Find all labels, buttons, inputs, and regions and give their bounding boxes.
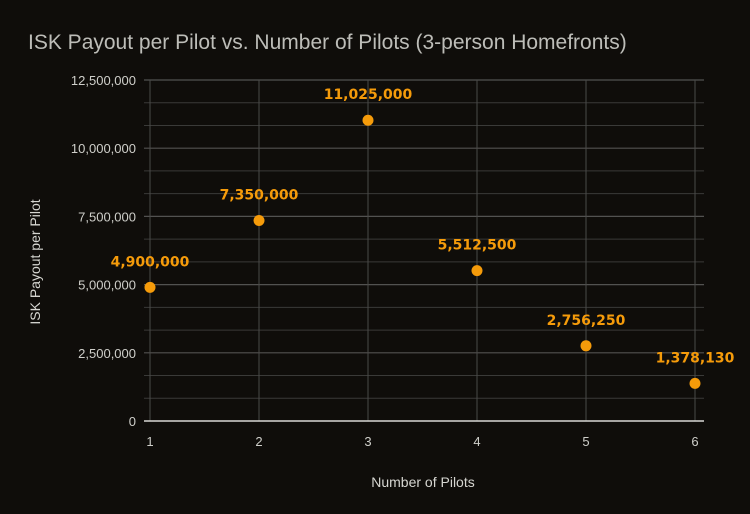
x-axis-ticks: 1 2 3 4 5 6 [146, 434, 698, 449]
gridlines [144, 79, 704, 421]
x-tick-label: 5 [582, 434, 589, 449]
x-tick-label: 4 [473, 434, 480, 449]
data-point [362, 114, 374, 126]
x-tick-label: 3 [364, 434, 371, 449]
y-tick-label: 10,000,000 [71, 141, 136, 156]
x-axis-label: Number of Pilots [371, 474, 474, 490]
data-points: 4,900,000 7,350,000 11,025,000 5,512,500 2,7… [111, 87, 735, 389]
x-tick-label: 2 [255, 434, 262, 449]
data-point [689, 377, 701, 389]
data-label: 4,900,000 [111, 254, 190, 270]
y-tick-label: 12,500,000 [71, 73, 136, 88]
x-tick-label: 1 [146, 434, 153, 449]
data-point [471, 265, 483, 277]
y-axis-ticks: 0 2,500,000 5,000,000 7,500,000 10,000,000 12… [71, 73, 136, 429]
data-label: 5,512,500 [438, 238, 517, 254]
data-label: 7,350,000 [220, 187, 299, 203]
y-axis-label: ISK Payout per Pilot [27, 199, 43, 324]
data-point [144, 281, 156, 293]
x-tick-label: 6 [691, 434, 698, 449]
y-tick-label: 0 [129, 414, 136, 429]
y-tick-label: 2,500,000 [78, 346, 136, 361]
data-label: 11,025,000 [324, 87, 413, 103]
data-label: 2,756,250 [547, 313, 626, 329]
data-label: 1,378,130 [656, 350, 735, 366]
data-point [253, 214, 265, 226]
chart-title: ISK Payout per Pilot vs. Number of Pilot… [28, 31, 627, 54]
y-tick-label: 7,500,000 [78, 209, 136, 224]
data-point [580, 340, 592, 352]
y-tick-label: 5,000,000 [78, 278, 136, 293]
